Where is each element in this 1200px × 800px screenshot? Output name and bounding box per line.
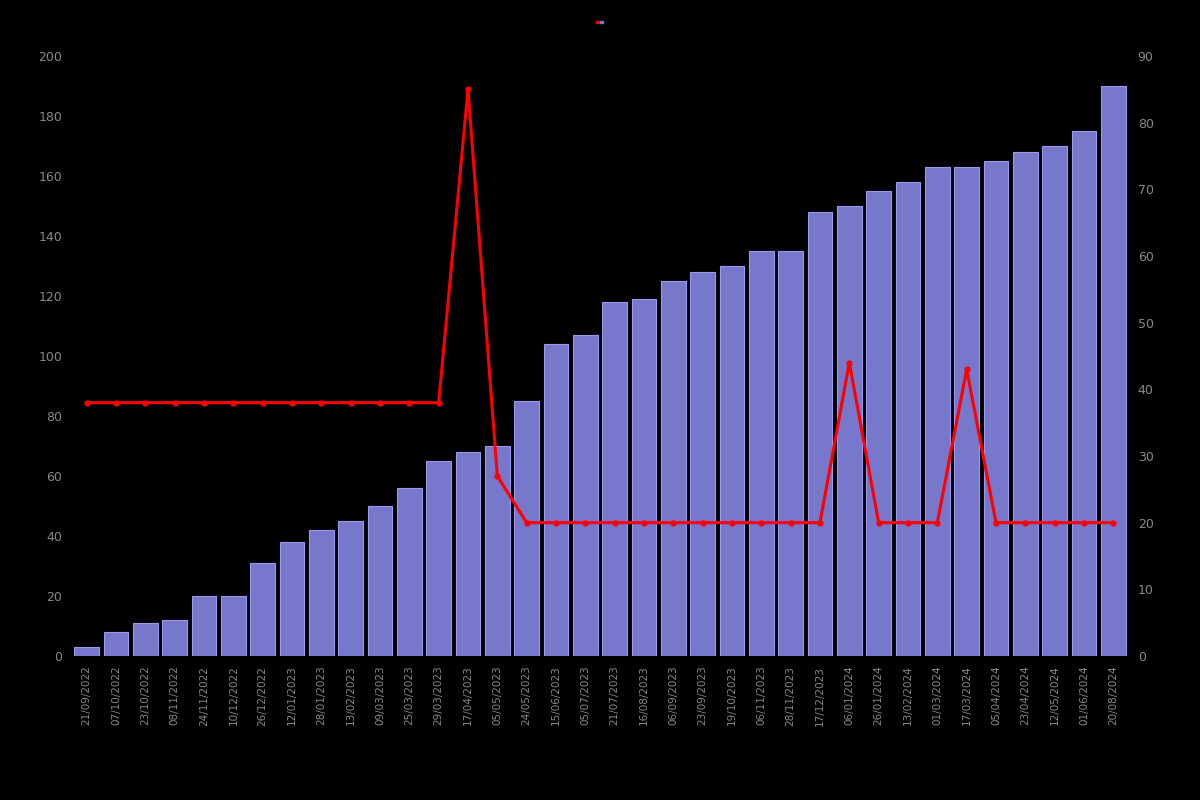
Bar bbox=[485, 446, 510, 656]
Bar bbox=[280, 542, 305, 656]
Bar bbox=[808, 212, 833, 656]
Bar bbox=[602, 302, 628, 656]
Bar bbox=[103, 632, 128, 656]
Bar bbox=[308, 530, 334, 656]
Bar bbox=[426, 461, 451, 656]
Bar bbox=[397, 488, 422, 656]
Bar bbox=[133, 623, 158, 656]
Bar bbox=[162, 620, 187, 656]
Bar bbox=[749, 251, 774, 656]
Bar bbox=[866, 191, 892, 656]
Bar bbox=[984, 161, 1008, 656]
Legend: , : , bbox=[595, 21, 605, 23]
Bar bbox=[661, 281, 686, 656]
Bar bbox=[544, 344, 569, 656]
Bar bbox=[690, 272, 715, 656]
Bar bbox=[192, 596, 216, 656]
Bar bbox=[74, 647, 100, 656]
Bar bbox=[836, 206, 862, 656]
Bar bbox=[1013, 152, 1038, 656]
Bar bbox=[367, 506, 392, 656]
Bar bbox=[338, 521, 364, 656]
Bar bbox=[456, 452, 480, 656]
Bar bbox=[778, 251, 803, 656]
Bar bbox=[720, 266, 744, 656]
Bar bbox=[1042, 146, 1067, 656]
Bar bbox=[514, 401, 539, 656]
Bar bbox=[954, 167, 979, 656]
Bar bbox=[631, 299, 656, 656]
Bar bbox=[221, 596, 246, 656]
Bar bbox=[250, 563, 275, 656]
Bar bbox=[1072, 131, 1097, 656]
Bar bbox=[572, 335, 598, 656]
Bar bbox=[895, 182, 920, 656]
Bar bbox=[925, 167, 950, 656]
Bar bbox=[1100, 86, 1126, 656]
